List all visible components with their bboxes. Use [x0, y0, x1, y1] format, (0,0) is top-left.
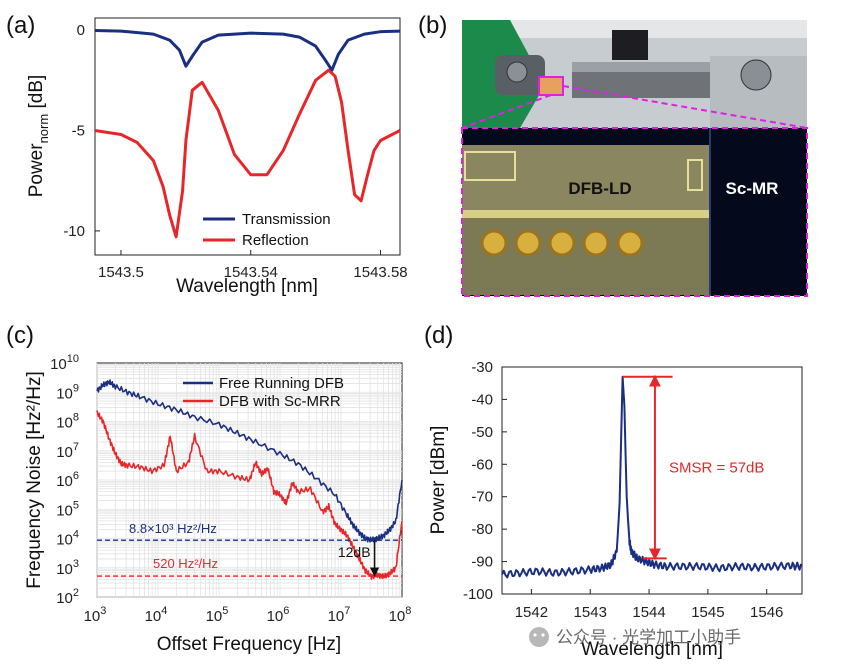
chart-d-xlabel: Wavelength [nm] [581, 639, 723, 660]
chart-d-ytick-label: -60 [471, 456, 493, 473]
wechat-icon-eye-right [541, 633, 545, 637]
chart-a-ylabel: Powernorm [dB] [26, 75, 51, 198]
chart-c-xtick-label: 105 [206, 605, 229, 625]
chart-d-ytick-label: -100 [463, 586, 493, 603]
chart-d-xtick-label: 1546 [750, 604, 783, 621]
photo-panel-b: DFB-LD Sc-MR [461, 20, 808, 297]
chart-a-xtick-label: 1543.5 [98, 264, 144, 281]
chart-d-ytick-label: -90 [471, 554, 493, 571]
panel-label-b: (b) [418, 12, 447, 39]
zoom-line-right [562, 85, 808, 129]
chart-d-ytick-label: -30 [471, 359, 493, 376]
zoom-frame [461, 127, 808, 297]
panel-label-a: (a) [6, 12, 35, 39]
chip-marker [464, 151, 516, 181]
chart-c-ytick-label: 107 [56, 441, 79, 461]
bond-pad-2 [514, 229, 542, 257]
chart-c-xlabel: Offset Frequency [Hz] [157, 634, 341, 655]
bond-pad-3 [548, 229, 576, 257]
chart-d-xtick-label: 1542 [515, 604, 548, 621]
panel-label-d: (d) [424, 322, 453, 349]
chart-a-xtick-label: 1543.58 [353, 264, 407, 281]
legend-a-reflection: Reflection [242, 232, 309, 249]
chart-c-ytick-label: 102 [56, 587, 79, 607]
chart-d-ytick-label: -80 [471, 521, 493, 538]
watermark: 公众号 · 光学加工小助手 [529, 627, 741, 647]
chart-d-ytick-label: -40 [471, 391, 493, 408]
bond-pad-4 [582, 229, 610, 257]
legend-c-free: Free Running DFB [219, 375, 344, 392]
bond-pad-5 [616, 229, 644, 257]
chart-c-ytick-label: 1010 [50, 353, 79, 373]
chart-c-xtick-label: 103 [84, 605, 107, 625]
chart-c: 103 104 105 106 107 1081021031041051061071081… [24, 353, 411, 655]
wechat-icon-eye-left [533, 633, 537, 637]
chart-a-series-reflection [94, 68, 401, 239]
chart-c-gap-label: 12dB [338, 544, 371, 560]
photo-top-light [462, 20, 807, 38]
chart-c-ytick-label: 104 [56, 529, 79, 549]
chart-a-ytick-label: -5 [72, 122, 85, 139]
chart-c-xtick-label: 108 [389, 605, 412, 625]
chart-d-ytick-label: -50 [471, 424, 493, 441]
chart-c-series-sc-mrr [96, 410, 403, 580]
legend-a-transmission: Transmission [242, 211, 331, 228]
chart-a-ytick-label: 0 [77, 22, 85, 39]
waveguide [462, 210, 710, 218]
chart-d: 1542 1543 1544 1545 1546 -30 -40 -50 -60 -70 -80 -9… [428, 359, 803, 660]
chart-c-blue-level-label: 8.8×10³ Hz²/Hz [129, 521, 217, 536]
chart-a-xlabel: Wavelength [nm] [176, 276, 318, 297]
chart-a-xtick-label: 1543.54 [224, 264, 278, 281]
chart-a-series-transmission [94, 29, 401, 72]
chart-c-xtick-label: 107 [328, 605, 351, 625]
chart-d-series-spectrum [501, 375, 803, 579]
chart-d-xtick-label: 1545 [691, 604, 724, 621]
chart-a-ylabel-sub: norm [36, 114, 51, 144]
chart-a-frame [94, 17, 401, 256]
chart-c-ytick-label: 105 [56, 499, 79, 519]
chart-c-ylabel: Frequency Noise [Hz²/Hz] [24, 371, 45, 589]
chart-c-xtick-label: 104 [145, 605, 168, 625]
chart-d-ytick-label: -70 [471, 489, 493, 506]
chart-a-ylabel-unit: [dB] [26, 75, 47, 114]
watermark-text: 公众号 · 光学加工小助手 [556, 628, 741, 647]
zoom-line-left [461, 94, 552, 129]
chart-c-ytick-label: 106 [56, 470, 79, 490]
left-screw [506, 61, 528, 83]
legend-c-mrr: DFB with Sc-MRR [219, 393, 341, 410]
chip-marker-right [687, 159, 703, 191]
chart-a: 1543.5 1543.54 1543.58 0 -5 -10 Wavelength [n… [26, 17, 408, 297]
chart-d-ylabel: Power [dBm] [428, 426, 449, 535]
wechat-icon [529, 627, 549, 647]
chart-c-series-free-running [96, 379, 403, 543]
chip-highlight [538, 76, 564, 96]
chart-c-ytick-label: 103 [56, 558, 79, 578]
chart-a-ytick-label: -10 [63, 223, 85, 240]
label-dfb-ld: DFB-LD [568, 179, 631, 198]
chart-c-red-level-label: 520 Hz²/Hz [153, 556, 218, 571]
metal-bar-highlight [572, 62, 710, 72]
right-screw [740, 59, 772, 91]
chart-d-xtick-label: 1543 [574, 604, 607, 621]
black-block [612, 30, 648, 60]
chart-d-frame [501, 366, 803, 595]
chart-c-ytick-label: 109 [56, 382, 79, 402]
chart-d-xtick-label: 1544 [632, 604, 665, 621]
label-sc-mr: Sc-MR [726, 179, 779, 198]
chart-c-xtick-label: 106 [267, 605, 290, 625]
chart-c-ytick-label: 108 [56, 412, 79, 432]
bond-pad-1 [480, 229, 508, 257]
panel-label-c: (c) [6, 322, 34, 349]
chart-d-smsr-label: SMSR = 57dB [669, 460, 764, 477]
chart-a-ylabel-main: Power [26, 143, 47, 198]
